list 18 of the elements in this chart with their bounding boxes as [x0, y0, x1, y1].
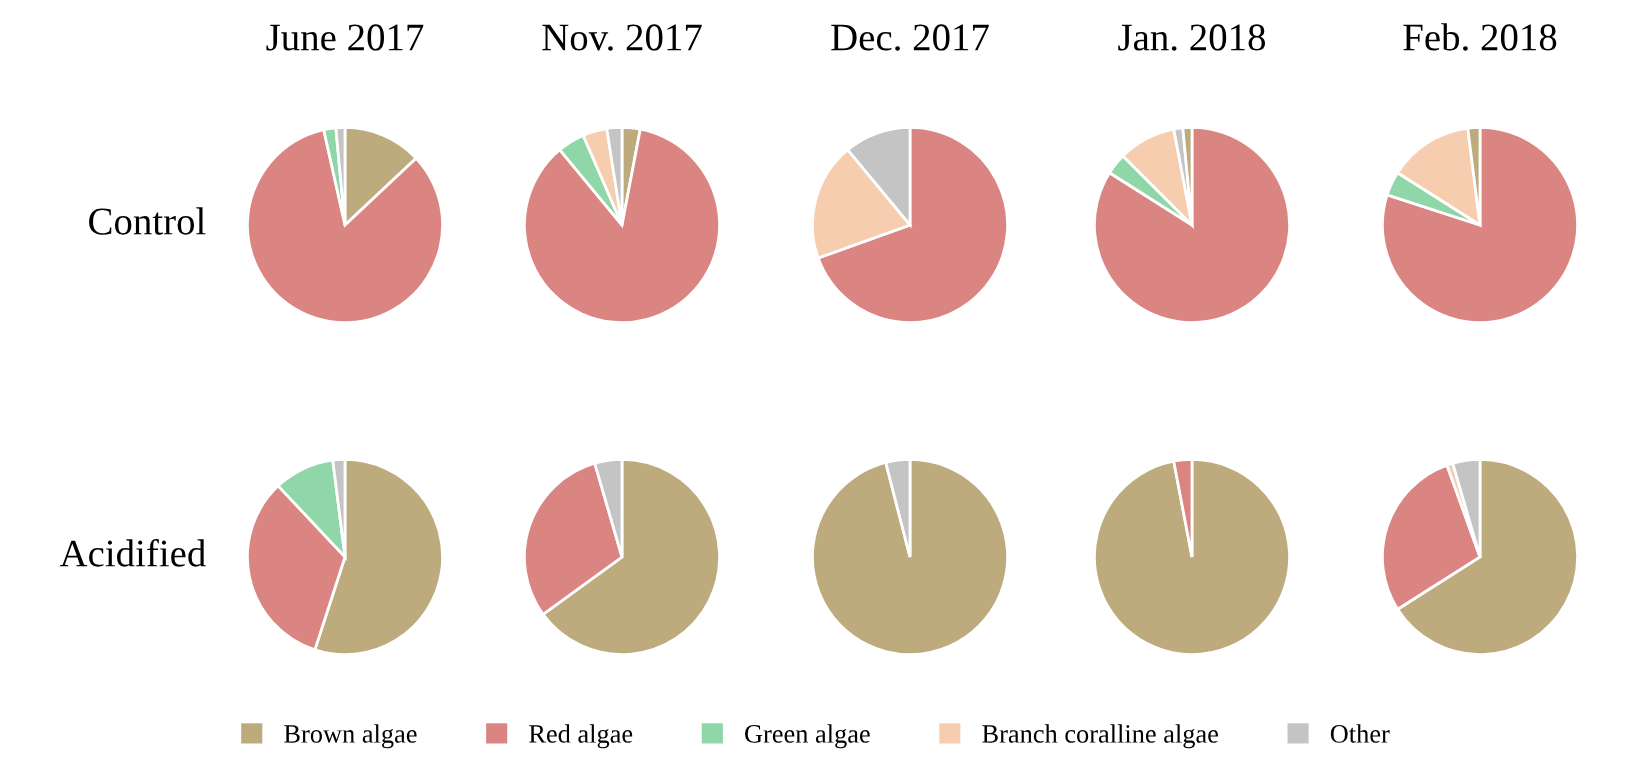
chart-title: Jan. 2018 — [1118, 24, 1266, 51]
chart-title: Feb. 2018 — [1403, 23, 1557, 51]
legend-label: Other — [1330, 724, 1390, 743]
pie-slice — [811, 458, 1009, 656]
chart-title: June 2017 — [266, 24, 424, 51]
chart-title: Nov. 2017 — [542, 24, 702, 51]
text: Control — [89, 207, 206, 235]
pie-slice — [1381, 126, 1579, 324]
chart-title: Dec. 2017 — [831, 24, 989, 51]
text: Acidified — [59, 538, 206, 567]
legend-label: Green algae — [745, 724, 870, 749]
pie-slice — [523, 127, 721, 324]
legend-label: Brown algae — [284, 724, 417, 749]
pie-slice — [1093, 126, 1291, 324]
pie-slice — [246, 128, 444, 324]
pie-slice — [1093, 458, 1291, 656]
legend-label: Branch coralline algae — [982, 724, 1218, 749]
legend-label: Red algae — [529, 724, 633, 749]
